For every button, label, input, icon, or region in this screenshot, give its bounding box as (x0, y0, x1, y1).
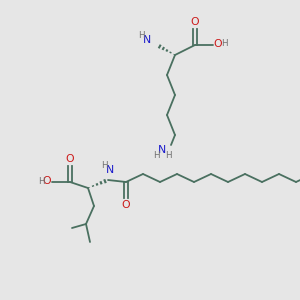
Text: H: H (101, 161, 107, 170)
Text: H: H (153, 151, 159, 160)
Text: N: N (106, 165, 114, 175)
Text: O: O (66, 154, 74, 164)
Text: H: H (221, 40, 227, 49)
Text: O: O (122, 200, 130, 210)
Text: H: H (38, 176, 44, 185)
Text: O: O (214, 39, 222, 49)
Text: H: H (165, 151, 171, 160)
Text: H: H (138, 32, 144, 40)
Text: N: N (158, 145, 166, 155)
Text: O: O (191, 17, 199, 27)
Text: N: N (143, 35, 151, 45)
Text: O: O (43, 176, 51, 186)
